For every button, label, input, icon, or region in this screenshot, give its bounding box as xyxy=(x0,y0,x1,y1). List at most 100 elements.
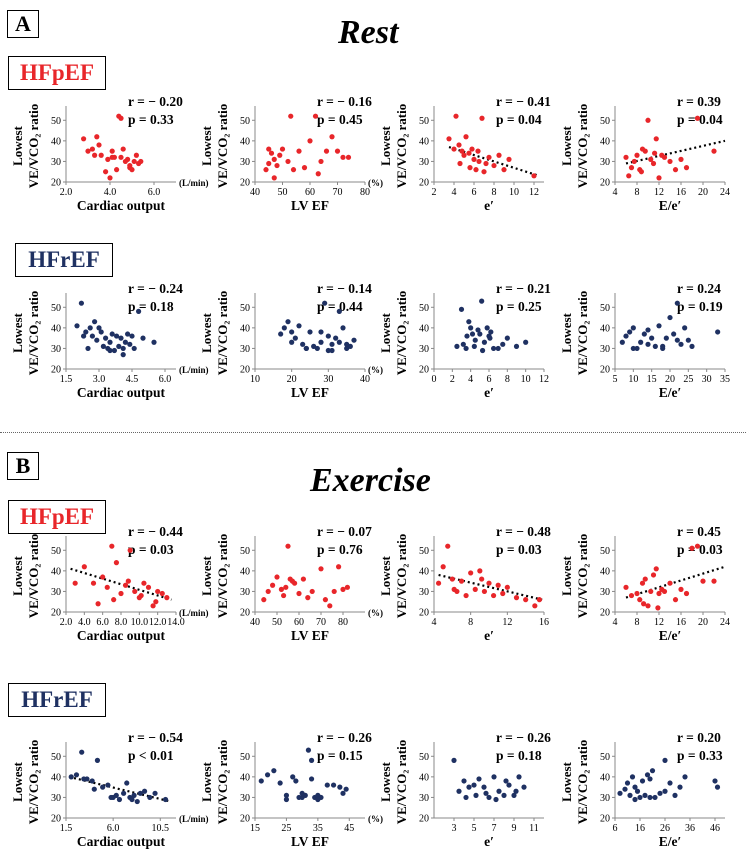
data-point xyxy=(471,782,477,788)
data-point xyxy=(468,570,474,576)
x-axis-title: LV EF xyxy=(291,834,329,849)
y-axis-title-line1: Lowest xyxy=(559,555,574,595)
x-tick-label: 20 xyxy=(698,187,708,198)
data-point xyxy=(678,156,684,162)
data-point xyxy=(283,792,290,798)
x-tick-label: 12 xyxy=(539,374,549,385)
data-point xyxy=(299,794,305,801)
data-point xyxy=(114,167,120,173)
data-point xyxy=(645,117,651,123)
data-point xyxy=(626,173,632,179)
y-tick-label: 40 xyxy=(240,323,250,334)
y-axis-title-line2: VE/VCO₂ ratio xyxy=(575,104,590,188)
x-tick-label: 4 xyxy=(468,374,473,385)
data-point xyxy=(103,335,109,341)
y-tick-label: 50 xyxy=(600,303,610,314)
x-tick-label: 15 xyxy=(250,823,260,834)
data-point xyxy=(78,300,84,306)
y-axis-title-line2: VE/VCO₂ ratio xyxy=(394,740,409,824)
data-point xyxy=(81,333,87,339)
data-point xyxy=(674,300,680,306)
data-point xyxy=(120,146,126,152)
data-point xyxy=(266,146,272,152)
x-tick-label: 80 xyxy=(338,617,348,628)
data-point xyxy=(451,586,457,592)
data-point xyxy=(476,776,482,782)
x-tick-label: 6.0 xyxy=(96,617,109,628)
data-point xyxy=(79,749,85,755)
data-point xyxy=(653,566,659,572)
stat-r: r = 0.39 xyxy=(677,94,721,109)
data-point xyxy=(329,341,335,347)
data-point xyxy=(129,333,135,339)
data-point xyxy=(127,162,133,169)
x-tick-label: 6.0 xyxy=(148,187,161,198)
y-tick-label: 30 xyxy=(240,157,250,168)
data-point xyxy=(312,113,319,119)
data-point xyxy=(329,134,335,140)
y-tick-label: 20 xyxy=(240,814,250,825)
x-tick-label: 46 xyxy=(710,823,720,834)
data-point xyxy=(473,792,479,798)
data-point xyxy=(647,776,653,782)
data-point xyxy=(134,798,140,805)
data-point xyxy=(113,792,119,798)
y-tick-label: 30 xyxy=(51,157,61,168)
data-point xyxy=(152,790,158,796)
data-point xyxy=(648,156,654,162)
data-point xyxy=(305,595,311,601)
data-point xyxy=(516,774,522,780)
data-point xyxy=(89,778,95,784)
data-point xyxy=(627,329,633,335)
stat-p: p = 0.18 xyxy=(128,299,174,314)
x-tick-label: 24 xyxy=(720,617,730,628)
x-axis-title: E/e′ xyxy=(659,385,682,400)
data-point xyxy=(463,134,469,140)
data-point xyxy=(619,339,625,345)
x-axis-title: e′ xyxy=(484,628,494,643)
x-tick-label: 8 xyxy=(635,187,640,198)
chart-ex-hfref-co: 20 30 40 50 1.5 6.0 10.5 (L/min) Cardiac output L… xyxy=(10,730,209,849)
data-point xyxy=(125,331,131,337)
chart-rest-hfref-ee: 20 30 40 50 5 10 15 20 25 30 35 E/e′ Lowest VE/VCO₂ r… xyxy=(559,281,730,400)
x-unit-label: (%) xyxy=(368,365,383,375)
data-point xyxy=(712,778,718,784)
x-tick-label: 3.0 xyxy=(93,374,106,385)
data-point xyxy=(461,152,467,158)
data-point xyxy=(458,578,465,584)
data-point xyxy=(150,603,156,609)
x-tick-label: 40 xyxy=(250,617,260,628)
data-point xyxy=(283,796,290,803)
data-point xyxy=(481,784,487,790)
x-tick-label: 3 xyxy=(452,823,457,834)
data-point xyxy=(109,543,115,549)
data-point xyxy=(624,780,631,786)
stat-p: p = 0.44 xyxy=(317,299,363,314)
data-point xyxy=(456,142,462,148)
stat-r: r = 0.45 xyxy=(677,524,721,539)
data-point xyxy=(344,341,350,347)
x-tick-label: 5 xyxy=(472,823,477,834)
data-point xyxy=(501,167,507,173)
data-point xyxy=(85,345,91,352)
data-point xyxy=(630,325,636,331)
data-point xyxy=(122,339,128,345)
y-tick-label: 40 xyxy=(600,323,610,334)
data-point xyxy=(451,757,457,764)
data-point xyxy=(660,343,666,349)
data-point xyxy=(92,152,98,158)
data-point xyxy=(466,150,472,156)
data-point xyxy=(511,792,517,798)
data-point xyxy=(162,796,169,803)
data-point xyxy=(120,352,126,358)
data-point xyxy=(81,136,87,142)
y-axis-title-line2: VE/VCO₂ ratio xyxy=(26,534,41,618)
x-tick-label: 14.0 xyxy=(167,617,185,628)
data-point xyxy=(473,167,479,173)
data-point xyxy=(678,341,684,347)
data-point xyxy=(131,158,137,165)
y-axis-title-line2: VE/VCO₂ ratio xyxy=(215,740,230,824)
data-point xyxy=(129,167,135,173)
x-tick-label: 6 xyxy=(472,187,477,198)
y-tick-label: 50 xyxy=(419,303,429,314)
